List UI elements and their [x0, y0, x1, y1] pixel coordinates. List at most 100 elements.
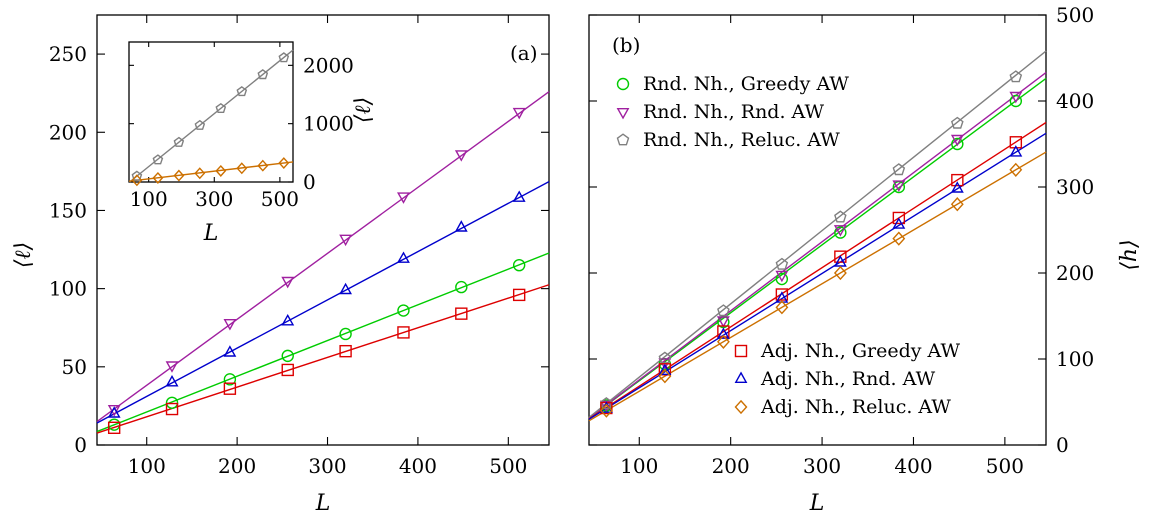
y-tick-label: 0	[303, 170, 316, 194]
data-point	[278, 52, 290, 63]
panel-b-label: (b)	[612, 33, 640, 57]
panel-a-frame	[96, 14, 550, 446]
data-point	[215, 102, 227, 114]
data-point	[165, 374, 179, 387]
data-point	[951, 173, 964, 187]
data-point	[454, 150, 468, 162]
panel-a-ylabel: ⟨ℓ⟩	[11, 242, 36, 268]
data-point	[950, 116, 964, 129]
data-point	[215, 164, 227, 177]
x-tick-label: 200	[218, 454, 256, 478]
inset-background	[129, 42, 293, 182]
data-point	[173, 169, 185, 182]
data-point	[600, 397, 613, 410]
data-point	[512, 190, 526, 202]
fit-line	[96, 284, 550, 434]
x-tick-label: 200	[712, 454, 750, 478]
y-tick-label: 0	[1056, 433, 1069, 457]
data-point	[717, 304, 730, 317]
fit-line	[96, 252, 550, 433]
data-point	[658, 369, 672, 384]
data-point	[281, 276, 295, 289]
data-point	[455, 280, 468, 294]
fit-line	[96, 181, 550, 424]
data-point	[257, 159, 269, 172]
data-point	[892, 211, 906, 225]
legend-label: Adj. Nh., Rnd. AW	[760, 368, 936, 390]
data-point	[165, 361, 179, 373]
legend-marker	[616, 77, 630, 91]
x-tick-label: 400	[894, 454, 932, 478]
data-point	[223, 382, 237, 395]
data-point	[152, 154, 164, 165]
data-point	[1009, 162, 1023, 177]
y-tick-label: 100	[1056, 347, 1094, 371]
y-tick-label: 0	[74, 433, 87, 457]
fit-line	[588, 50, 1047, 418]
data-point	[512, 258, 526, 272]
data-point	[717, 325, 730, 338]
data-point	[165, 402, 179, 416]
data-point	[834, 226, 847, 239]
data-point	[281, 313, 295, 326]
data-point	[834, 250, 847, 263]
legend-marker	[734, 399, 748, 415]
data-point	[892, 163, 906, 176]
inset-markers	[131, 52, 290, 187]
data-point	[833, 225, 847, 237]
data-point	[658, 363, 672, 375]
y-tick-label: 500	[1056, 3, 1094, 27]
fit-line	[96, 91, 550, 423]
data-point	[396, 251, 410, 263]
data-point	[775, 272, 789, 286]
fit-line	[588, 72, 1047, 419]
data-point	[223, 373, 237, 386]
y-tick-label: 200	[49, 120, 87, 144]
y-tick-label: 250	[49, 42, 87, 66]
data-point	[833, 265, 847, 281]
data-point	[1009, 70, 1023, 83]
x-tick-label: 500	[986, 454, 1024, 478]
data-point	[950, 181, 964, 193]
data-point	[775, 257, 789, 270]
fit-line	[588, 77, 1047, 419]
data-point	[223, 319, 237, 331]
data-point	[716, 334, 730, 349]
data-point	[716, 316, 730, 328]
legend-label: Adj. Nh., Reluc. AW	[760, 396, 951, 418]
data-point	[397, 326, 410, 339]
y-tick-label: 1000	[303, 112, 354, 136]
data-point	[339, 327, 352, 341]
data-point	[512, 107, 526, 120]
data-point	[131, 174, 143, 187]
data-point	[892, 231, 906, 246]
data-point	[834, 210, 847, 223]
panel-b-frame	[588, 14, 1047, 446]
legend-label: Adj. Nh., Greedy AW	[760, 340, 960, 362]
data-point	[194, 167, 206, 180]
panel-b-legend: Rnd. Nh., Greedy AW Rnd. Nh., Rnd. AW Rnd.…	[616, 73, 960, 418]
x-tick-label: 400	[399, 454, 437, 478]
data-point	[131, 170, 143, 181]
data-point	[236, 162, 248, 175]
data-point	[892, 180, 906, 192]
data-point	[1009, 94, 1023, 108]
data-point	[397, 304, 410, 317]
data-point	[339, 282, 352, 295]
legend-label: Rnd. Nh., Reluc. AW	[643, 129, 840, 151]
x-tick-label: 300	[803, 454, 841, 478]
panel-b-ylabel: ⟨h⟩	[1117, 239, 1142, 270]
legend-label: Rnd. Nh., Greedy AW	[643, 73, 849, 95]
data-point	[950, 134, 964, 147]
data-point	[107, 406, 121, 418]
data-point	[1009, 145, 1023, 157]
legend-marker	[734, 371, 748, 383]
data-point	[152, 171, 164, 184]
inset-xlabel: L	[203, 221, 219, 246]
data-point	[775, 270, 789, 283]
